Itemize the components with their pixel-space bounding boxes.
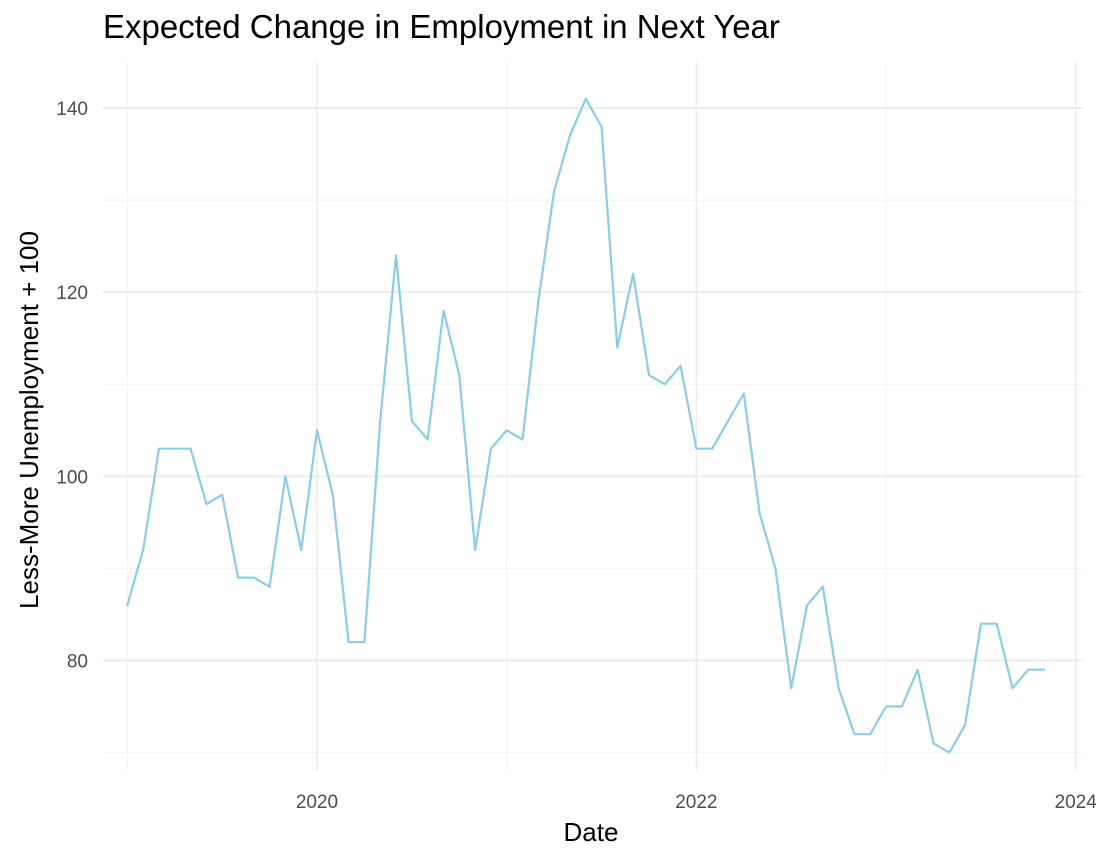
x-tick-label: 2020 (296, 792, 338, 813)
chart-title: Expected Change in Employment in Next Ye… (103, 8, 780, 45)
x-tick-label: 2024 (1055, 792, 1096, 813)
y-tick-label: 80 (67, 652, 88, 673)
series-line (126, 97, 1046, 754)
minor-gridlines (103, 62, 1083, 771)
y-axis-title: Less-More Unemployment + 100 (14, 231, 44, 609)
y-tick-labels: 80 100 120 140 (56, 99, 88, 672)
y-tick-label: 140 (56, 99, 88, 120)
x-axis-title: Date (564, 817, 619, 847)
x-tick-label: 2022 (675, 792, 717, 813)
x-tick-labels: 2020 2022 2024 (296, 792, 1096, 813)
major-gridlines (103, 62, 1083, 771)
y-tick-label: 100 (56, 467, 88, 488)
y-tick-label: 120 (56, 283, 88, 304)
series-layer (126, 97, 1046, 754)
